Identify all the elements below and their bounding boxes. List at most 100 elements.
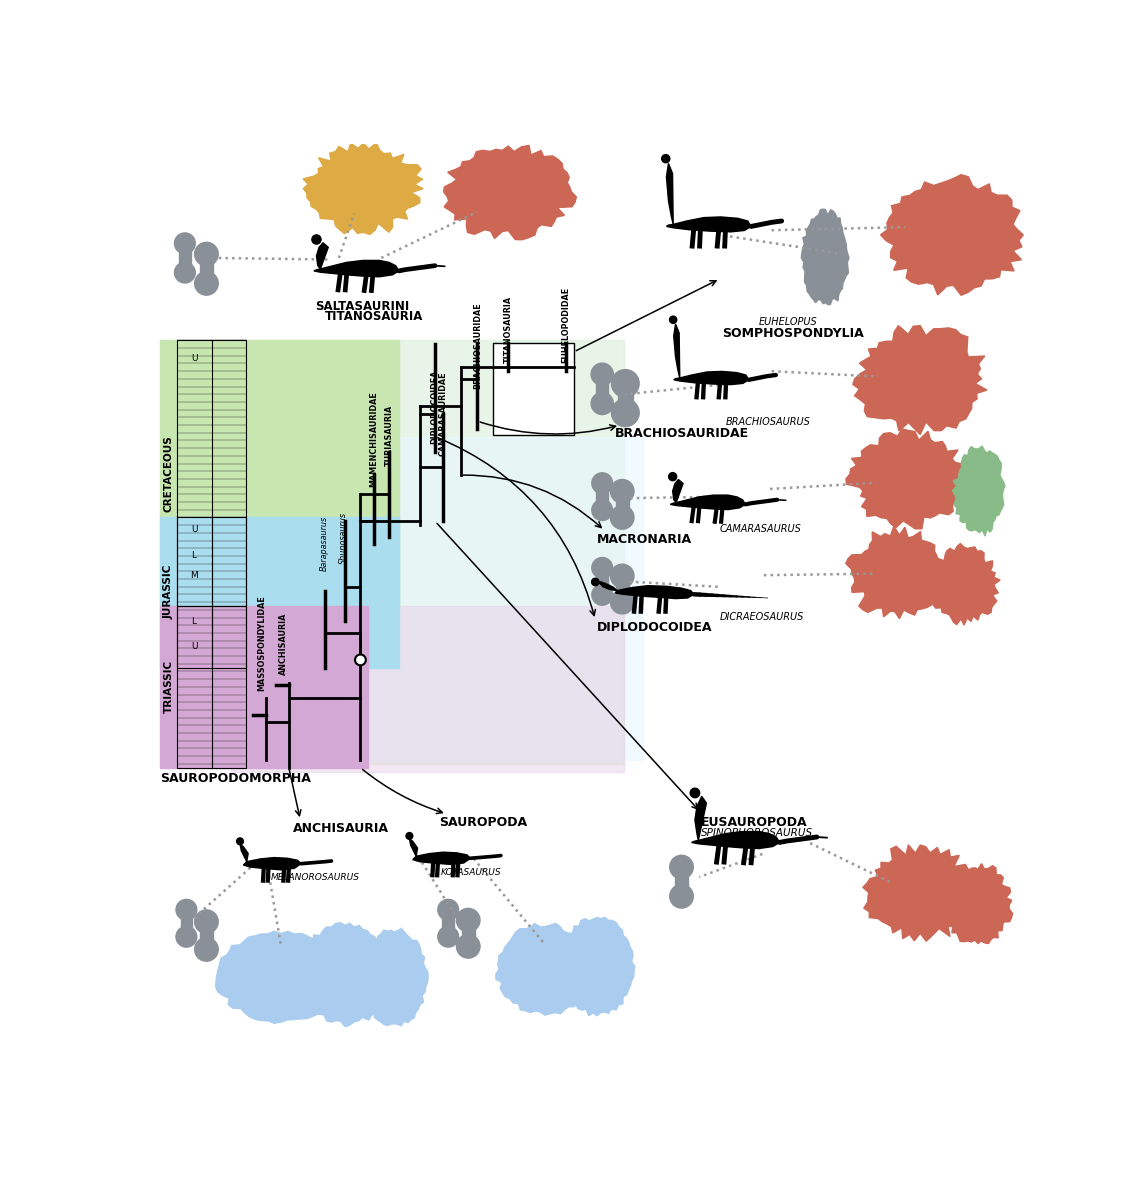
Text: CAMARASAURUS: CAMARASAURUS: [720, 523, 802, 534]
Polygon shape: [243, 858, 301, 870]
Bar: [615, 491, 629, 517]
Bar: [492, 343, 574, 436]
Bar: [231, 341, 623, 764]
Polygon shape: [216, 931, 347, 1024]
Text: ANCHISAURIA: ANCHISAURIA: [279, 613, 288, 676]
Circle shape: [592, 558, 613, 578]
Circle shape: [809, 254, 843, 288]
Polygon shape: [673, 480, 683, 503]
Polygon shape: [313, 260, 400, 277]
Polygon shape: [801, 209, 850, 305]
Circle shape: [611, 505, 634, 529]
Text: BRACHIOSAURUS: BRACHIOSAURUS: [727, 416, 810, 426]
Polygon shape: [953, 446, 1004, 536]
Circle shape: [591, 364, 613, 385]
Polygon shape: [240, 844, 248, 862]
Text: MAMENCHISAURIDAE: MAMENCHISAURIDAE: [369, 391, 378, 487]
Polygon shape: [413, 852, 471, 864]
Text: CAMARASAURIDAE: CAMARASAURIDAE: [439, 371, 448, 456]
Circle shape: [592, 473, 613, 493]
Text: U: U: [191, 354, 197, 362]
Text: TITANOSAURIA: TITANOSAURIA: [504, 296, 513, 364]
Circle shape: [592, 499, 613, 521]
Circle shape: [437, 899, 458, 920]
Polygon shape: [298, 923, 391, 1027]
Bar: [177, 606, 247, 768]
Polygon shape: [846, 527, 953, 619]
Bar: [161, 517, 400, 667]
Circle shape: [661, 155, 669, 163]
Polygon shape: [667, 163, 673, 224]
Polygon shape: [674, 371, 748, 385]
Circle shape: [611, 480, 634, 503]
Text: U: U: [191, 524, 197, 534]
Polygon shape: [670, 496, 745, 510]
Text: SAUROPODOMORPHA: SAUROPODOMORPHA: [161, 772, 311, 785]
Text: TITANOSAURIA: TITANOSAURIA: [325, 310, 424, 323]
Text: KOTASAURUS: KOTASAURUS: [441, 868, 502, 877]
Bar: [461, 920, 475, 947]
Text: SPINOPHOROSAURUS: SPINOPHOROSAURUS: [700, 828, 813, 838]
Text: MELANOROSAURUS: MELANOROSAURUS: [271, 874, 360, 882]
Circle shape: [457, 908, 480, 932]
Bar: [161, 341, 400, 606]
Text: BRACHIOSAURIDAE: BRACHIOSAURIDAE: [473, 302, 482, 389]
Circle shape: [174, 262, 195, 283]
Circle shape: [809, 228, 843, 262]
Polygon shape: [929, 544, 1000, 625]
Bar: [200, 922, 214, 949]
Text: L: L: [192, 617, 196, 626]
Bar: [596, 374, 608, 403]
Circle shape: [669, 316, 677, 323]
Circle shape: [457, 935, 480, 958]
Polygon shape: [303, 143, 424, 234]
Circle shape: [174, 233, 195, 253]
Text: CRETACEOUS: CRETACEOUS: [164, 436, 173, 512]
Bar: [177, 517, 247, 667]
Text: BRACHIOSAURIDAE: BRACHIOSAURIDAE: [614, 427, 748, 440]
Polygon shape: [863, 845, 978, 941]
Circle shape: [195, 271, 218, 295]
Polygon shape: [674, 324, 680, 378]
Circle shape: [195, 910, 218, 934]
Bar: [180, 910, 192, 937]
Text: Barapasaurus: Barapasaurus: [320, 516, 328, 571]
Circle shape: [612, 398, 639, 426]
Circle shape: [592, 584, 613, 605]
Circle shape: [669, 856, 693, 878]
Text: SALTASAURINI: SALTASAURINI: [315, 300, 409, 312]
Circle shape: [437, 926, 458, 947]
Bar: [200, 254, 214, 283]
Bar: [343, 437, 643, 760]
Polygon shape: [846, 428, 964, 529]
Circle shape: [690, 788, 699, 798]
Bar: [442, 910, 453, 937]
Text: EUHELOPODIDAE: EUHELOPODIDAE: [561, 287, 571, 364]
Circle shape: [312, 235, 321, 244]
Polygon shape: [695, 797, 706, 840]
Text: TRIASSIC: TRIASSIC: [164, 660, 173, 714]
Circle shape: [176, 899, 196, 920]
Circle shape: [591, 578, 599, 586]
Text: EUSAUROPODA: EUSAUROPODA: [700, 816, 807, 829]
Text: Shunosaurus: Shunosaurus: [339, 511, 348, 564]
Circle shape: [612, 370, 639, 397]
Polygon shape: [496, 924, 594, 1015]
Text: M: M: [191, 571, 197, 580]
Bar: [675, 868, 688, 896]
Bar: [161, 606, 369, 768]
Polygon shape: [317, 242, 328, 269]
Text: DICRAEOSAURUS: DICRAEOSAURUS: [720, 612, 805, 622]
Circle shape: [406, 833, 413, 839]
Bar: [618, 384, 633, 413]
Text: U: U: [191, 642, 197, 650]
Text: MACRONARIA: MACRONARIA: [597, 533, 692, 546]
Bar: [816, 245, 835, 271]
Bar: [615, 576, 629, 602]
Polygon shape: [410, 839, 418, 857]
Circle shape: [611, 564, 634, 588]
Polygon shape: [443, 145, 576, 240]
Text: DIPLODOCOIDEA: DIPLODOCOIDEA: [429, 370, 439, 444]
Polygon shape: [853, 325, 987, 434]
Bar: [597, 484, 608, 510]
